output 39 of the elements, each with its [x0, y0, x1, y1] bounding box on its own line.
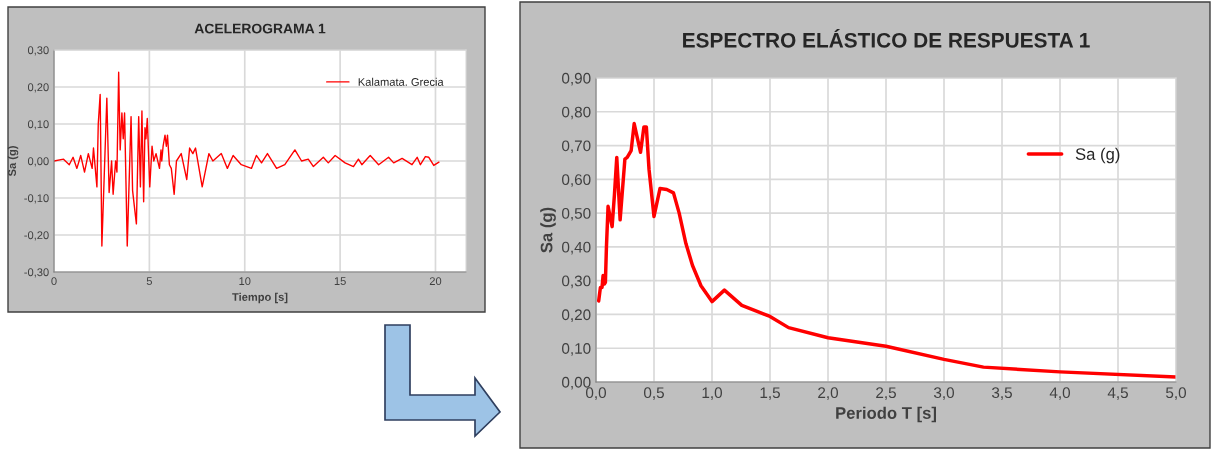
legend-label: Sa (g)	[1075, 147, 1120, 164]
y-tick-label: 0,30	[27, 46, 49, 56]
y-tick-label: 0,30	[562, 275, 591, 289]
chart-title: ACELEROGRAMA 1	[194, 23, 326, 34]
x-tick-label: 2,5	[876, 387, 896, 400]
x-tick-label: 0	[51, 277, 57, 286]
x-tick-label: 4,0	[1049, 387, 1071, 400]
x-tick-label: 4,5	[1107, 387, 1128, 400]
x-axis-title: Periodo T [s]	[836, 406, 936, 423]
x-tick-label: 10	[239, 277, 251, 286]
chart-title: ESPECTRO ELÁSTICO DE RESPUESTA 1	[683, 28, 1090, 48]
y-tick-label: 0,70	[562, 140, 591, 154]
y-tick-label: 0,10	[27, 120, 49, 130]
x-tick-label: 20	[429, 277, 442, 286]
x-axis-title: Tiempo [s]	[232, 292, 288, 304]
y-tick-label: 0,40	[562, 241, 591, 255]
y-tick-label: -0,30	[24, 268, 49, 278]
y-tick-label: 0,60	[562, 174, 591, 187]
y-tick-label: 0,00	[27, 157, 49, 167]
y-tick-label: -0,20	[24, 231, 49, 241]
y-tick-label: 0,20	[27, 83, 49, 93]
x-tick-label: 15	[334, 277, 346, 286]
x-tick-label: 5	[146, 277, 152, 286]
legend-label: Kalamata. Grecia	[358, 77, 444, 86]
x-tick-label: 5,0	[1165, 387, 1187, 400]
x-tick-label: 3,0	[933, 387, 955, 400]
y-tick-label: -0,10	[24, 194, 49, 204]
y-axis-title: Sa (g)	[7, 146, 19, 177]
x-tick-label: 1,0	[702, 387, 723, 400]
y-tick-label: 0,80	[562, 106, 591, 120]
y-tick-label: 0,90	[562, 72, 591, 86]
x-tick-label: 2,0	[818, 387, 839, 400]
y-axis-title: Sa (g)	[540, 207, 556, 253]
y-tick-label: 0,20	[562, 309, 591, 322]
x-tick-label: 0,5	[643, 387, 664, 400]
y-tick-label: 0,10	[562, 343, 591, 356]
x-tick-label: 3,5	[991, 387, 1012, 400]
y-tick-label: 0,50	[562, 207, 591, 221]
x-tick-label: 1,5	[760, 387, 780, 400]
